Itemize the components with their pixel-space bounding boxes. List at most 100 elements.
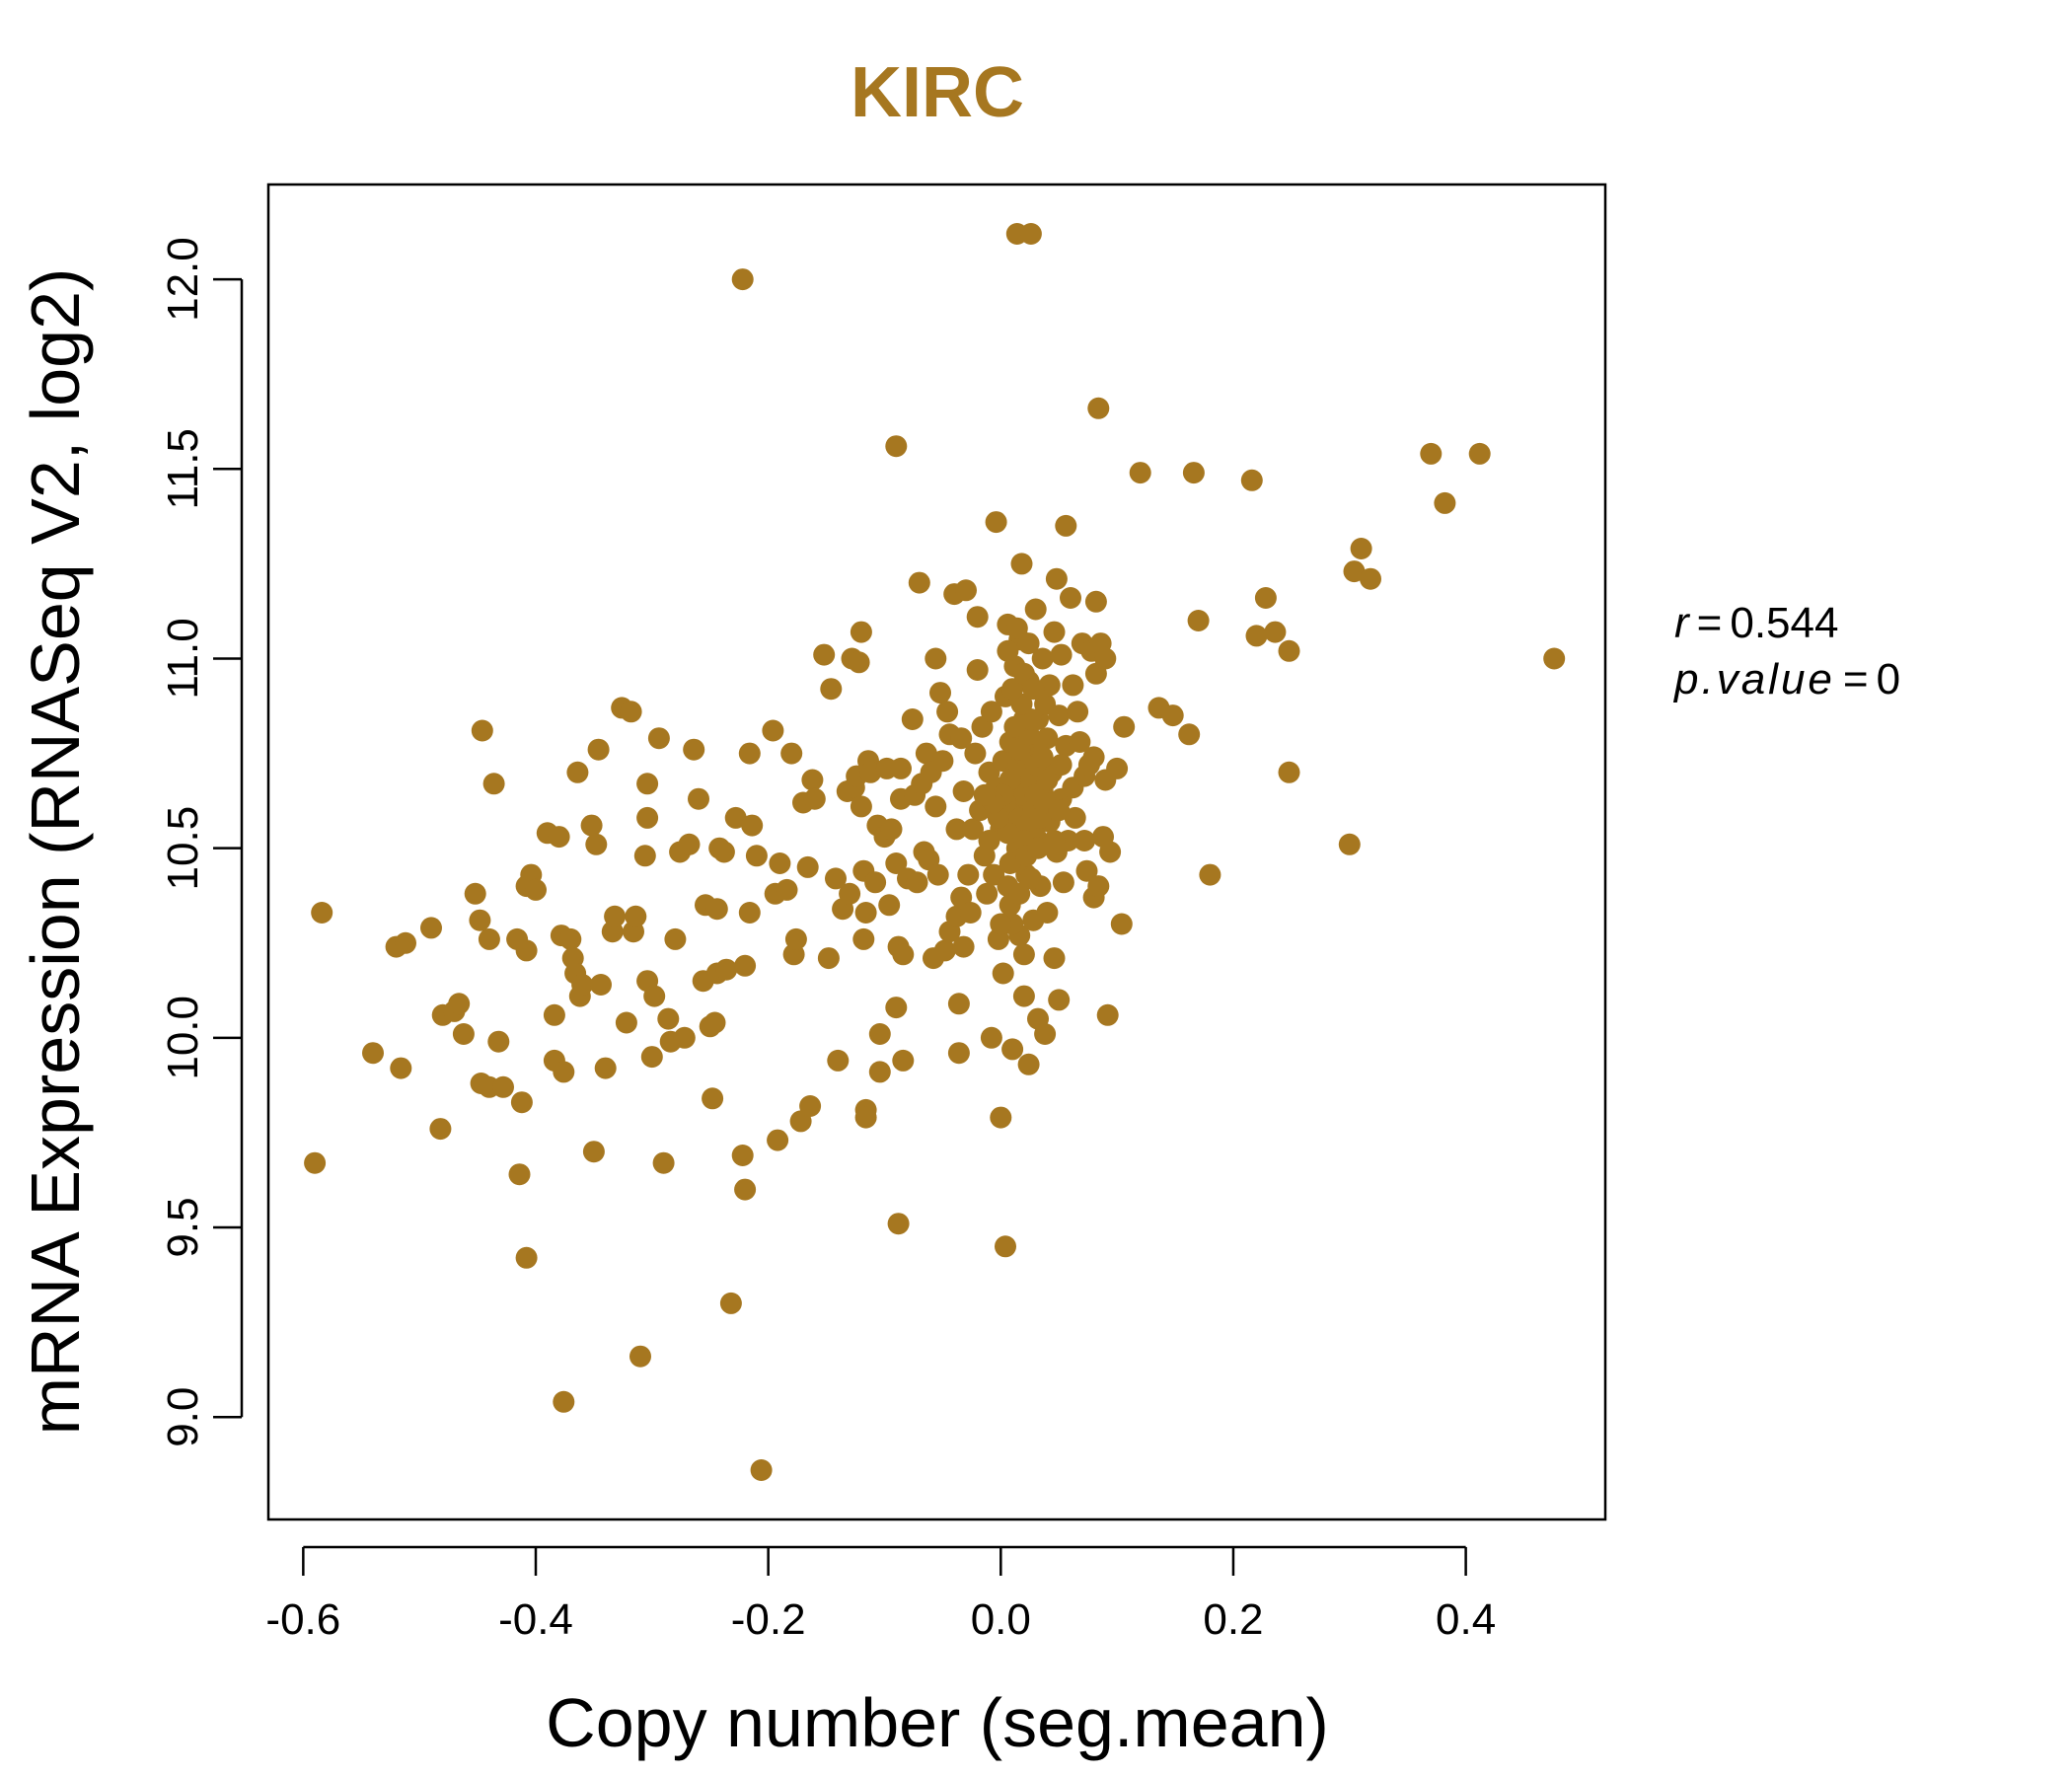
x-tick-label: -0.6 <box>265 1595 340 1644</box>
data-point <box>839 882 861 905</box>
data-point <box>1082 746 1105 769</box>
data-point <box>647 727 670 750</box>
data-point <box>1012 943 1035 966</box>
data-point <box>978 830 1000 851</box>
data-point <box>585 833 608 855</box>
data-point <box>1052 871 1074 894</box>
data-point <box>420 917 442 939</box>
data-point <box>734 954 757 977</box>
x-axis-label: Copy number (seg.mean) <box>546 1684 1329 1761</box>
data-point <box>906 871 928 894</box>
data-point <box>636 773 659 795</box>
data-point <box>738 742 761 765</box>
data-point <box>712 841 735 863</box>
y-tick-label: 9.5 <box>159 1197 207 1257</box>
data-point <box>848 651 870 674</box>
data-point <box>452 1023 475 1045</box>
points-layer <box>304 223 1566 1481</box>
data-point <box>738 902 761 924</box>
data-point <box>1031 746 1054 769</box>
data-point <box>1024 598 1047 621</box>
data-point <box>1278 761 1300 783</box>
data-point <box>1110 913 1133 935</box>
data-point <box>1254 587 1277 609</box>
data-point <box>482 773 505 795</box>
data-point <box>1096 1003 1119 1026</box>
data-point <box>1245 625 1268 647</box>
data-point <box>850 795 872 818</box>
data-point <box>992 962 1014 985</box>
data-point <box>945 818 968 841</box>
data-point <box>852 927 875 950</box>
data-point <box>1182 462 1205 484</box>
data-point <box>887 1213 910 1235</box>
data-point <box>1067 701 1089 723</box>
data-point <box>817 947 840 970</box>
data-point <box>925 647 947 670</box>
data-point <box>825 867 847 890</box>
data-point <box>673 1026 696 1049</box>
data-point <box>878 894 901 917</box>
data-point <box>702 1087 724 1110</box>
y-tick-label: 11.0 <box>159 618 207 699</box>
data-point <box>999 852 1021 874</box>
data-point <box>1027 837 1049 859</box>
x-tick-label: -0.2 <box>731 1595 806 1644</box>
data-point <box>890 757 912 779</box>
data-point <box>990 1106 1012 1129</box>
data-point <box>925 795 947 818</box>
data-point <box>559 927 582 950</box>
data-point <box>1073 830 1096 851</box>
data-point <box>745 845 768 867</box>
data-point <box>1034 1023 1057 1045</box>
data-point <box>952 780 975 802</box>
data-point <box>1278 639 1300 662</box>
data-point <box>850 621 872 643</box>
data-point <box>780 742 803 765</box>
data-point <box>1240 469 1263 491</box>
data-point <box>947 993 970 1015</box>
data-point <box>990 913 1012 935</box>
data-point <box>929 682 951 704</box>
data-point <box>1048 799 1071 822</box>
data-point <box>724 806 747 829</box>
data-point <box>587 738 610 761</box>
y-tick-label: 10.5 <box>159 806 207 891</box>
data-point <box>1019 223 1042 245</box>
data-point <box>625 905 647 927</box>
data-point <box>955 579 977 602</box>
data-point <box>985 511 1007 534</box>
r-value-text: r = 0.544 <box>1674 599 1838 647</box>
data-point <box>636 806 659 829</box>
r-value: 0.544 <box>1730 599 1838 647</box>
data-point <box>731 1145 754 1166</box>
data-point <box>395 931 416 954</box>
data-point <box>590 974 612 996</box>
data-point <box>525 878 547 901</box>
data-point <box>827 1049 850 1072</box>
data-point <box>796 855 819 878</box>
data-point <box>776 878 798 901</box>
data-point <box>1043 947 1066 970</box>
data-point <box>715 958 738 981</box>
data-point <box>885 852 908 874</box>
data-point <box>885 997 908 1019</box>
data-point <box>1338 833 1361 855</box>
data-point <box>964 742 987 765</box>
data-point <box>1045 567 1068 590</box>
y-axis: 9.0 9.5 10.0 10.5 11.0 11.5 12.0 <box>159 237 244 1447</box>
data-point <box>620 701 642 723</box>
p-equals: = <box>1843 655 1869 703</box>
data-point <box>719 1292 742 1314</box>
data-point <box>1060 587 1081 609</box>
data-point <box>633 845 656 867</box>
data-point <box>515 1246 538 1269</box>
data-point <box>1001 1038 1024 1061</box>
data-point <box>1434 491 1456 514</box>
data-point <box>1350 538 1372 559</box>
data-point <box>1420 442 1443 465</box>
x-axis: -0.6 -0.4 -0.2 0.0 0.2 0.4 <box>265 1545 1496 1644</box>
data-point <box>1187 610 1210 631</box>
data-point <box>1062 674 1084 697</box>
